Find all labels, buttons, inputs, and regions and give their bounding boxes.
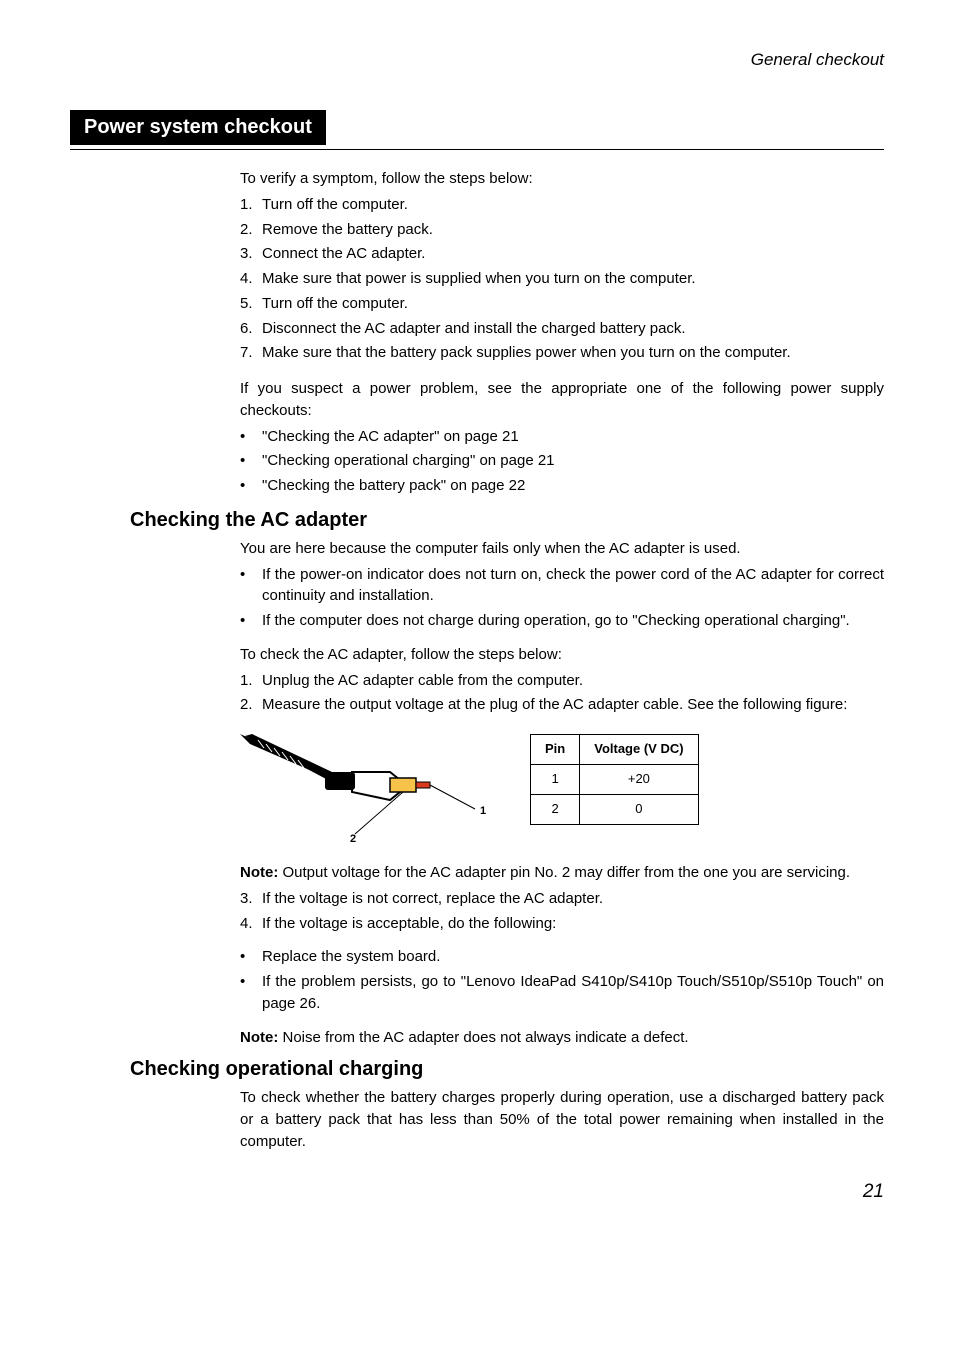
page-container: General checkout Power system checkout T…	[0, 0, 954, 1243]
bullet-text: Replace the system board.	[262, 946, 440, 968]
ac-check-steps: 1.Unplug the AC adapter cable from the c…	[240, 670, 884, 717]
step-text: Unplug the AC adapter cable from the com…	[262, 670, 583, 692]
page-number: 21	[70, 1181, 884, 1203]
checkout-links: •"Checking the AC adapter" on page 21 •"…	[240, 426, 884, 497]
intro-text: To verify a symptom, follow the steps be…	[240, 168, 884, 190]
plug-diagram: 1 2	[240, 734, 500, 844]
cell: 0	[580, 794, 698, 824]
verify-steps: 1.Turn off the computer. 2.Remove the ba…	[240, 194, 884, 364]
charging-heading: Checking operational charging	[130, 1058, 884, 1081]
step-item: 2.Measure the output voltage at the plug…	[240, 694, 884, 716]
link-text: "Checking the battery pack" on page 22	[262, 475, 525, 497]
figure-row: 1 2 Pin Voltage (V DC) 1 +20 2 0	[240, 734, 884, 844]
note1-text: Output voltage for the AC adapter pin No…	[278, 864, 850, 881]
step-text: Connect the AC adapter.	[262, 243, 425, 265]
step-item: 3.Connect the AC adapter.	[240, 243, 884, 265]
step-item: 2.Remove the battery pack.	[240, 219, 884, 241]
step-item: 4.Make sure that power is supplied when …	[240, 268, 884, 290]
step-item: 7.Make sure that the battery pack suppli…	[240, 342, 884, 364]
step-text: Measure the output voltage at the plug o…	[262, 694, 847, 716]
table-row: 1 +20	[531, 764, 699, 794]
th-pin: Pin	[531, 735, 580, 765]
step-item: 1.Turn off the computer.	[240, 194, 884, 216]
after-bullets: •Replace the system board. •If the probl…	[240, 946, 884, 1014]
link-text: "Checking the AC adapter" on page 21	[262, 426, 519, 448]
bullet-text: If the computer does not charge during o…	[262, 610, 850, 632]
bullet-text: If the power-on indicator does not turn …	[262, 564, 884, 608]
suspect-text: If you suspect a power problem, see the …	[240, 378, 884, 422]
th-voltage: Voltage (V DC)	[580, 735, 698, 765]
step-text: Turn off the computer.	[262, 293, 408, 315]
link-item: •"Checking operational charging" on page…	[240, 450, 884, 472]
after-steps: 3.If the voltage is not correct, replace…	[240, 888, 884, 935]
link-text: "Checking operational charging" on page …	[262, 450, 555, 472]
step-text: Make sure that the battery pack supplies…	[262, 342, 791, 364]
cell: +20	[580, 764, 698, 794]
voltage-table: Pin Voltage (V DC) 1 +20 2 0	[530, 734, 699, 825]
link-item: •"Checking the battery pack" on page 22	[240, 475, 884, 497]
ac-bullets: •If the power-on indicator does not turn…	[240, 564, 884, 632]
step-text: Remove the battery pack.	[262, 219, 433, 241]
note2: Note: Noise from the AC adapter does not…	[240, 1027, 884, 1049]
ac-lead: You are here because the computer fails …	[240, 538, 884, 560]
bullet-item: •Replace the system board.	[240, 946, 884, 968]
table-row: 2 0	[531, 794, 699, 824]
bullet-item: •If the problem persists, go to "Lenovo …	[240, 971, 884, 1015]
step-item: 4.If the voltage is acceptable, do the f…	[240, 913, 884, 935]
step-text: Make sure that power is supplied when yo…	[262, 268, 696, 290]
step-text: If the voltage is acceptable, do the fol…	[262, 913, 556, 935]
bullet-item: •If the power-on indicator does not turn…	[240, 564, 884, 608]
cell: 1	[531, 764, 580, 794]
step-text: Turn off the computer.	[262, 194, 408, 216]
bullet-item: •If the computer does not charge during …	[240, 610, 884, 632]
pin1-label: 1	[480, 805, 486, 817]
step-text: If the voltage is not correct, replace t…	[262, 888, 603, 910]
main-section-title: Power system checkout	[70, 110, 326, 145]
link-item: •"Checking the AC adapter" on page 21	[240, 426, 884, 448]
cell: 2	[531, 794, 580, 824]
step-item: 5.Turn off the computer.	[240, 293, 884, 315]
note2-prefix: Note:	[240, 1029, 278, 1046]
step-item: 1.Unplug the AC adapter cable from the c…	[240, 670, 884, 692]
step-item: 3.If the voltage is not correct, replace…	[240, 888, 884, 910]
note1-prefix: Note:	[240, 864, 278, 881]
page-header: General checkout	[70, 50, 884, 70]
note1: Note: Output voltage for the AC adapter …	[240, 862, 884, 884]
note2-text: Noise from the AC adapter does not alway…	[278, 1029, 688, 1046]
bullet-text: If the problem persists, go to "Lenovo I…	[262, 971, 884, 1015]
title-row: Power system checkout	[70, 110, 884, 150]
ac-block: You are here because the computer fails …	[240, 538, 884, 1049]
ac-check-lead: To check the AC adapter, follow the step…	[240, 644, 884, 666]
step-text: Disconnect the AC adapter and install th…	[262, 318, 686, 340]
charging-block: To check whether the battery charges pro…	[240, 1087, 884, 1152]
ac-adapter-heading: Checking the AC adapter	[130, 509, 884, 532]
pin2-label: 2	[350, 833, 356, 844]
intro-block: To verify a symptom, follow the steps be…	[240, 168, 884, 497]
step-item: 6.Disconnect the AC adapter and install …	[240, 318, 884, 340]
charging-body: To check whether the battery charges pro…	[240, 1087, 884, 1152]
